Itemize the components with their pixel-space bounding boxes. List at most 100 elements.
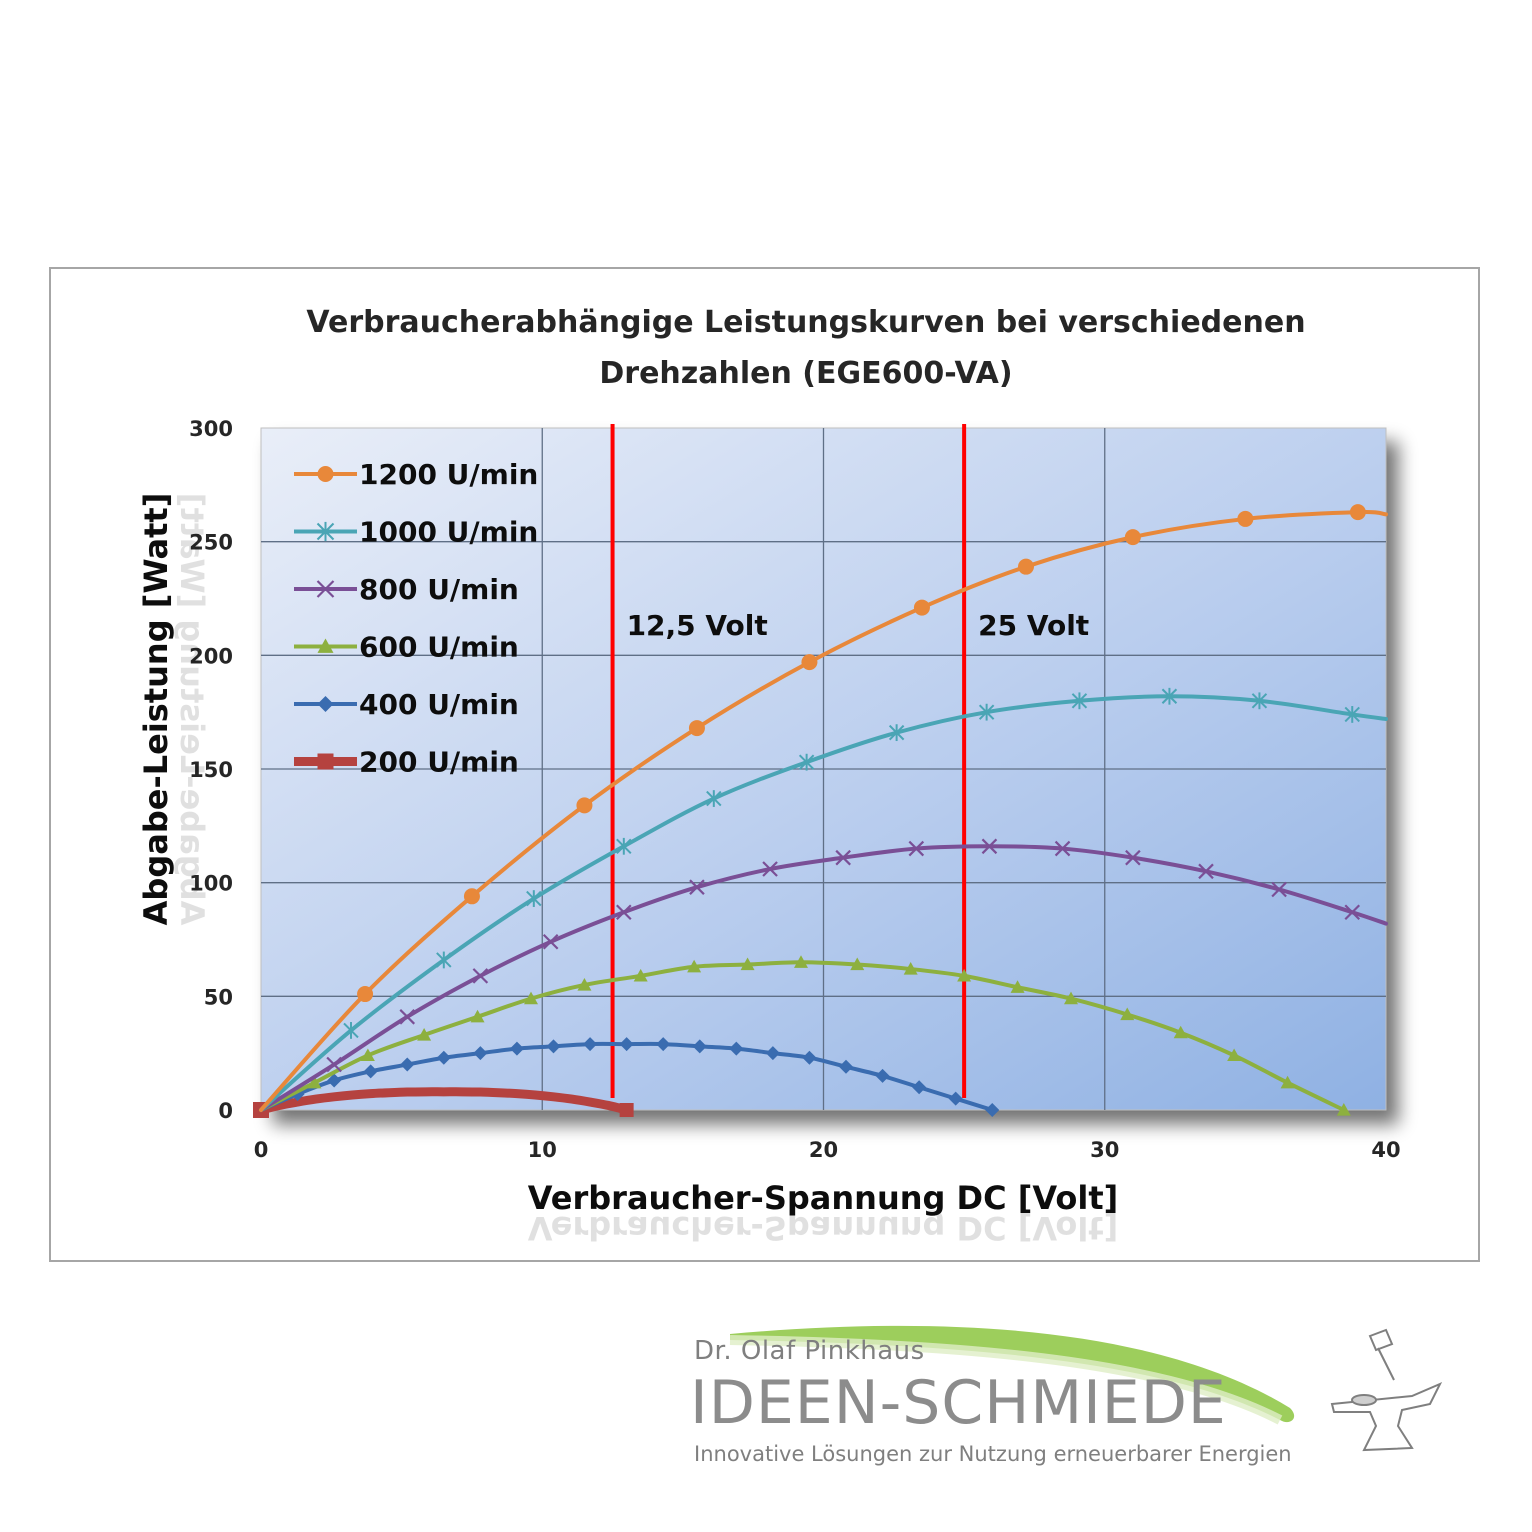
data-point (327, 1073, 342, 1088)
legend-label: 1200 U/min (359, 458, 538, 491)
series-400-u-min (259, 1037, 1000, 1117)
data-point (583, 1037, 598, 1052)
data-point (692, 1039, 707, 1054)
data-point (576, 797, 593, 814)
y-tick-label: 250 (189, 531, 233, 555)
data-point (400, 1057, 415, 1072)
x-tick-label: 20 (809, 1138, 838, 1162)
data-point (1161, 687, 1178, 705)
company-logo: Dr. Olaf Pinkhaus IDEEN-SCHMIEDE Innovat… (690, 1318, 1470, 1488)
legend-label: 200 U/min (359, 746, 519, 779)
legend-entry: 400 U/min (294, 688, 519, 721)
y-axis-title: Abgabe-Leistung [Watt] (137, 493, 175, 926)
data-point (913, 599, 930, 616)
data-point (1280, 1075, 1295, 1089)
data-point (524, 991, 538, 1005)
data-point (802, 1050, 817, 1065)
data-point (985, 1103, 1000, 1117)
series-1200-u-min (259, 504, 1388, 1112)
x-tick-label: 30 (1090, 1138, 1119, 1162)
reference-lines: 12,5 Volt 25 Volt (610, 424, 1089, 1098)
y-tick-label: 150 (189, 758, 233, 782)
data-point (1173, 1025, 1188, 1039)
logo-swoosh (729, 1325, 1443, 1452)
data-point (1227, 1048, 1242, 1062)
data-point (1271, 881, 1287, 898)
legend-marker (316, 580, 335, 598)
data-point (546, 1039, 561, 1054)
data-point (948, 1091, 963, 1106)
anvil-hammer-icon (1330, 1328, 1443, 1452)
x-axis-title: Verbraucher-Spannung DC [Volt] (528, 1179, 1119, 1217)
legend-label: 600 U/min (359, 631, 519, 664)
data-point (326, 1056, 342, 1073)
power-curve-chart: Verbraucherabhängige Leistungskurven bei… (137, 305, 1401, 1247)
data-point (1010, 980, 1025, 993)
data-point (526, 890, 542, 907)
data-point (633, 968, 648, 982)
data-point (957, 968, 972, 982)
legend-marker (317, 638, 334, 653)
logo-brand: IDEEN-SCHMIEDE (690, 1368, 1227, 1438)
data-series (253, 504, 1388, 1118)
data-point (417, 1027, 432, 1041)
legend-entry: 1200 U/min (294, 458, 538, 491)
data-point (542, 933, 559, 950)
data-point (1237, 510, 1254, 527)
data-point (1344, 904, 1361, 920)
data-point (619, 1103, 634, 1117)
logo-author: Dr. Olaf Pinkhaus (694, 1336, 925, 1366)
data-point (762, 861, 778, 877)
y-tick-label: 0 (218, 1099, 233, 1123)
data-point (1071, 692, 1088, 710)
data-point (436, 951, 452, 969)
y-axis-title-group: Abgabe-Leistung [Watt] Abgabe-Leistung [… (137, 493, 211, 926)
y-tick-label: 200 (189, 644, 233, 668)
data-point (357, 986, 374, 1003)
data-point (729, 1041, 744, 1056)
legend-entry: 600 U/min (294, 631, 519, 664)
legend-label: 800 U/min (359, 573, 519, 606)
reference-line-label: 25 Volt (978, 609, 1089, 642)
legend-marker (316, 521, 335, 542)
data-point (801, 654, 818, 671)
data-point (463, 888, 480, 905)
legend-marker (317, 696, 334, 712)
data-point (363, 1064, 378, 1079)
data-point (839, 1059, 853, 1074)
data-point (616, 904, 632, 920)
x-tick-labels: 0 10 20 30 40 (254, 1138, 1401, 1162)
data-point (981, 838, 998, 855)
data-point (765, 1046, 780, 1061)
data-point (1120, 1007, 1135, 1021)
data-point (903, 962, 918, 975)
data-point (908, 840, 925, 857)
y-tick-label: 100 (189, 872, 233, 896)
x-tick-label: 10 (528, 1138, 557, 1162)
data-point (912, 1080, 927, 1095)
data-point (343, 1022, 359, 1039)
legend-marker (317, 753, 334, 770)
data-point (888, 724, 905, 742)
data-point (399, 1009, 416, 1025)
chart-title: Verbraucherabhängige Leistungskurven bei… (306, 305, 1305, 391)
y-tick-label: 300 (189, 417, 233, 441)
data-point (470, 1009, 485, 1023)
data-point (509, 1041, 524, 1056)
logo-tagline: Innovative Lösungen zur Nutzung erneuerb… (694, 1442, 1292, 1466)
data-point (798, 753, 815, 771)
data-point (656, 1037, 671, 1052)
legend-label: 400 U/min (359, 688, 519, 721)
series-1000-u-min (259, 687, 1388, 1112)
chart-frame: Verbraucherabhängige Leistungskurven bei… (49, 267, 1480, 1262)
data-point (473, 1046, 488, 1061)
reference-line-label: 12,5 Volt (627, 609, 768, 642)
y-tick-label: 50 (204, 985, 233, 1009)
y-tick-labels: 0 50 100 150 200 250 300 (189, 417, 233, 1123)
y-axis-title-reflection: Abgabe-Leistung [Watt] (173, 493, 211, 926)
data-point (978, 703, 995, 721)
data-point (687, 959, 702, 973)
data-point (472, 968, 489, 984)
legend: 1200 U/min 1000 U/min 800 U/min 600 U/min 40… (294, 458, 538, 779)
data-point (619, 1037, 634, 1052)
